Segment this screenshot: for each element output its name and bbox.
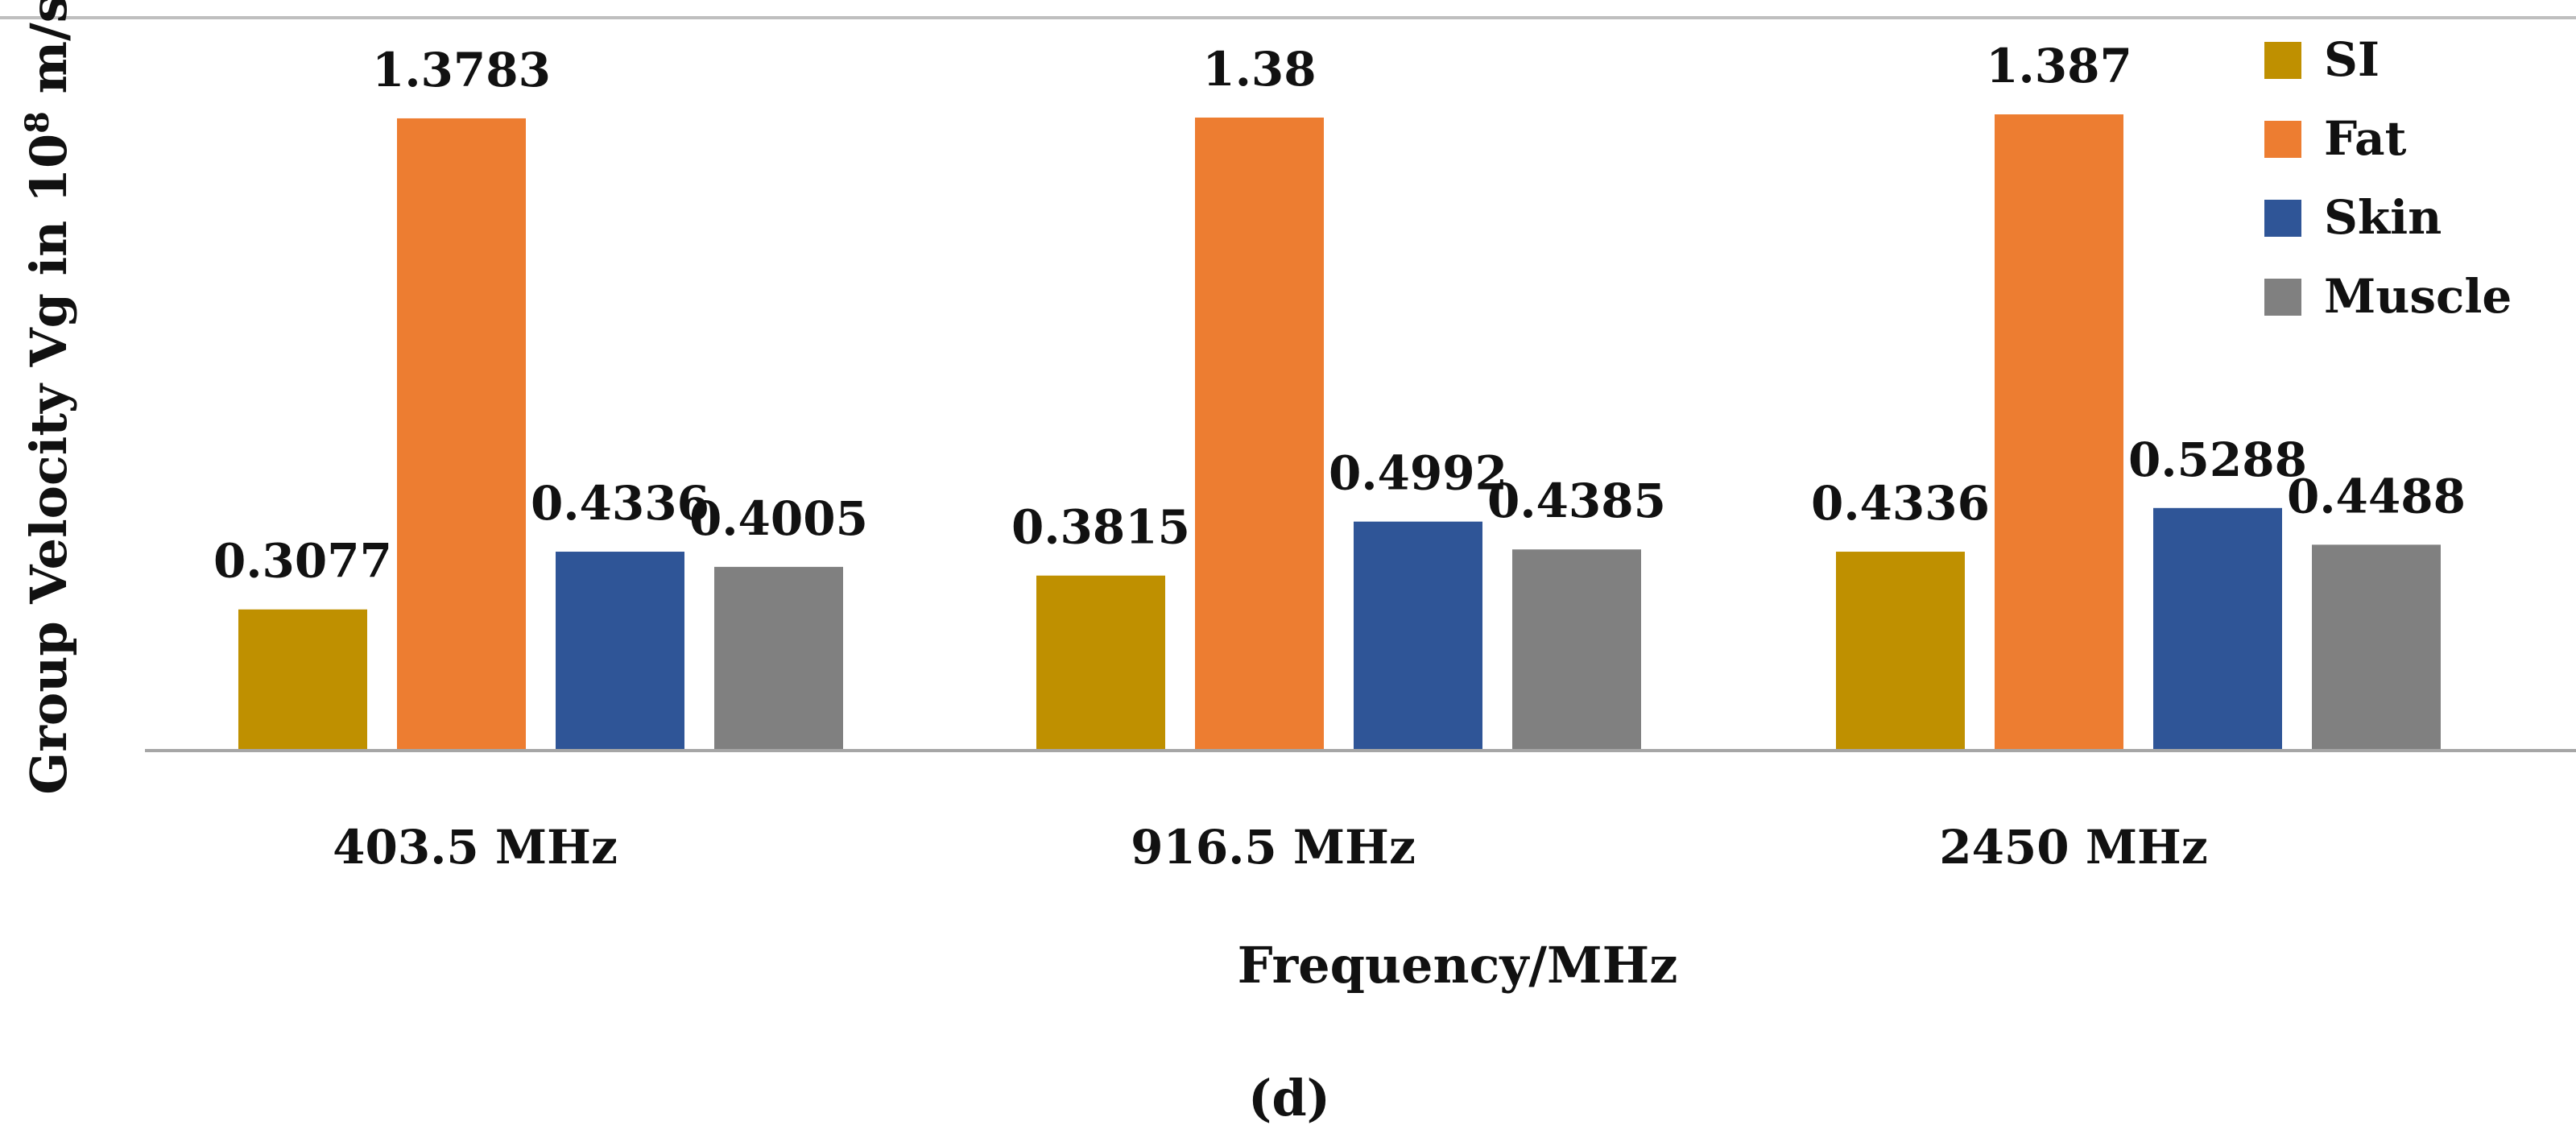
bar-skin-916-5-mhz [1354, 521, 1482, 751]
bar-muscle-916-5-mhz [1512, 549, 1641, 751]
bars-layer [238, 114, 2441, 751]
y-axis-title-superscript: 8 [19, 111, 56, 134]
data-label-skin-2450-mhz: 0.5288 [2128, 432, 2307, 487]
bar-si-403-5-mhz [238, 609, 367, 751]
x-tick-labels-layer: 403.5 MHz 916.5 MHz 2450 MHz [333, 820, 2208, 875]
x-tick-label-916-5-mhz: 916.5 MHz [1131, 820, 1416, 875]
legend-label-skin: Skin [2324, 190, 2442, 245]
bar-si-2450-mhz [1836, 552, 1965, 751]
data-label-fat-916-5-mhz: 1.38 [1202, 42, 1316, 97]
legend-swatch-si [2264, 42, 2301, 79]
data-label-si-403-5-mhz: 0.3077 [213, 534, 392, 589]
legend-label-si: SI [2324, 32, 2380, 87]
data-label-fat-403-5-mhz: 1.3783 [372, 43, 551, 97]
legend-swatch-fat [2264, 121, 2301, 158]
data-label-skin-916-5-mhz: 0.4992 [1329, 446, 1507, 501]
data-label-muscle-403-5-mhz: 0.4005 [689, 491, 868, 546]
legend-swatch-muscle [2264, 279, 2301, 316]
data-label-si-2450-mhz: 0.4336 [1811, 476, 1990, 531]
legend-swatch-skin [2264, 200, 2301, 237]
bar-muscle-2450-mhz [2312, 544, 2441, 751]
legend: SI Fat Skin Muscle [2264, 32, 2512, 324]
y-axis-title-prefix: Group Velocity Vg in 10 [19, 134, 78, 795]
bar-fat-403-5-mhz [397, 118, 526, 751]
data-label-fat-2450-mhz: 1.387 [1986, 39, 2132, 93]
bar-muscle-403-5-mhz [714, 566, 843, 751]
x-tick-label-2450-mhz: 2450 MHz [1939, 820, 2208, 875]
data-label-skin-403-5-mhz: 0.4336 [531, 476, 709, 531]
data-label-muscle-2450-mhz: 0.4488 [2287, 469, 2466, 523]
x-tick-label-403-5-mhz: 403.5 MHz [333, 820, 618, 875]
bar-skin-2450-mhz [2153, 507, 2282, 751]
bar-skin-403-5-mhz [556, 552, 684, 751]
y-axis-title-suffix: m/s [19, 0, 78, 111]
legend-label-muscle: Muscle [2324, 269, 2512, 324]
figure-caption: (d) [1248, 1069, 1330, 1127]
data-label-muscle-916-5-mhz: 0.4385 [1487, 474, 1666, 528]
bar-fat-2450-mhz [1995, 114, 2123, 751]
data-label-si-916-5-mhz: 0.3815 [1011, 500, 1190, 555]
legend-label-fat: Fat [2324, 111, 2407, 166]
y-axis-title: Group Velocity Vg in 108 m/s [19, 0, 78, 795]
bar-si-916-5-mhz [1036, 575, 1165, 751]
bar-fat-916-5-mhz [1195, 117, 1324, 751]
x-axis-title: Frequency/MHz [1238, 936, 1678, 995]
